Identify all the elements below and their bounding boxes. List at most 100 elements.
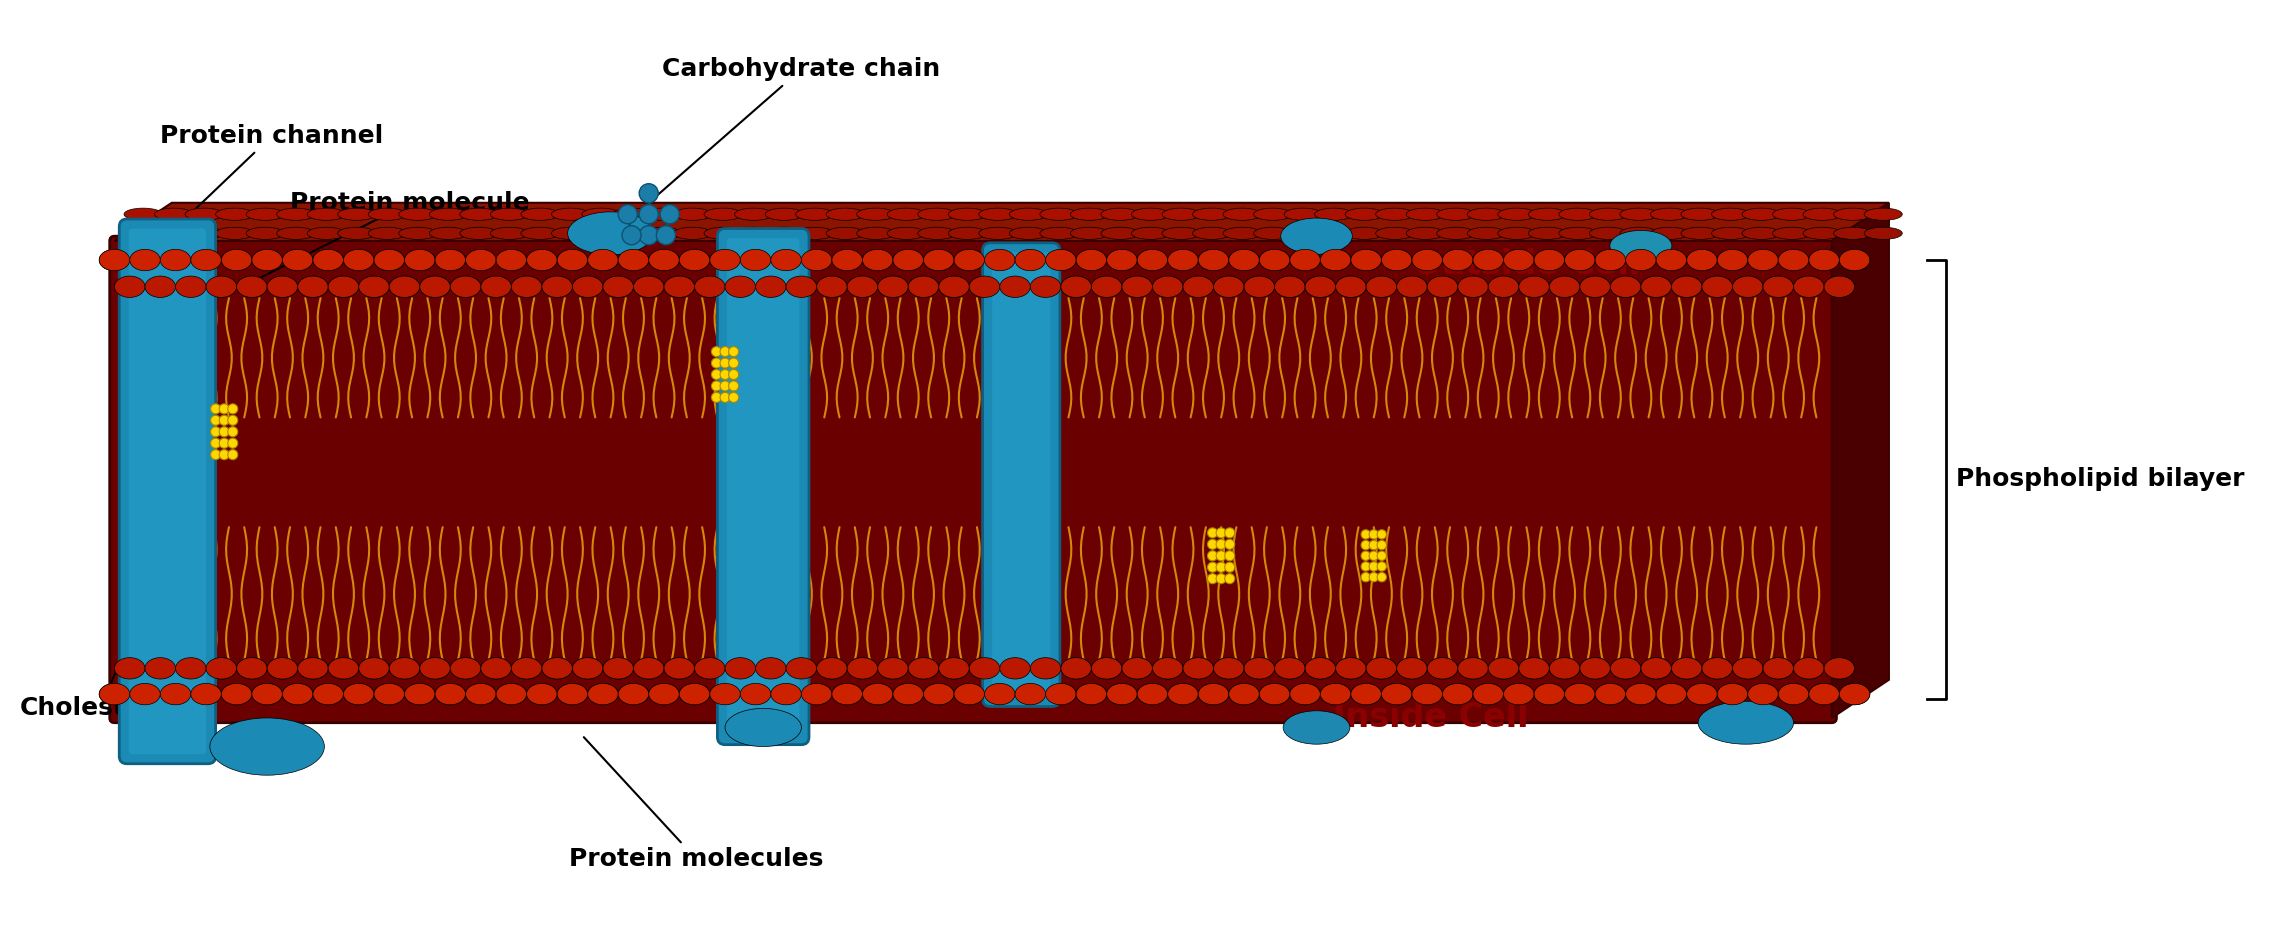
- Ellipse shape: [1467, 208, 1505, 220]
- Ellipse shape: [176, 658, 205, 679]
- Ellipse shape: [1656, 683, 1686, 705]
- Ellipse shape: [130, 249, 160, 271]
- Ellipse shape: [858, 227, 894, 240]
- Ellipse shape: [1747, 249, 1779, 271]
- Ellipse shape: [573, 276, 602, 298]
- Ellipse shape: [588, 683, 618, 705]
- Ellipse shape: [1672, 658, 1702, 679]
- Ellipse shape: [1321, 683, 1350, 705]
- Circle shape: [1369, 530, 1378, 539]
- Ellipse shape: [267, 276, 297, 298]
- Ellipse shape: [461, 208, 497, 220]
- Ellipse shape: [1337, 276, 1366, 298]
- Ellipse shape: [1168, 683, 1198, 705]
- Ellipse shape: [1581, 276, 1610, 298]
- Ellipse shape: [1718, 683, 1747, 705]
- Ellipse shape: [1640, 658, 1672, 679]
- Ellipse shape: [1702, 276, 1734, 298]
- Ellipse shape: [436, 683, 465, 705]
- Ellipse shape: [953, 249, 985, 271]
- Ellipse shape: [969, 658, 999, 679]
- Circle shape: [228, 403, 237, 414]
- Ellipse shape: [1549, 658, 1581, 679]
- Ellipse shape: [1305, 276, 1337, 298]
- Ellipse shape: [1594, 249, 1626, 271]
- Ellipse shape: [846, 276, 878, 298]
- Ellipse shape: [527, 249, 557, 271]
- Ellipse shape: [217, 208, 253, 220]
- Ellipse shape: [1779, 249, 1809, 271]
- Ellipse shape: [1519, 276, 1549, 298]
- Ellipse shape: [648, 249, 680, 271]
- Ellipse shape: [634, 658, 664, 679]
- Ellipse shape: [1090, 276, 1122, 298]
- Ellipse shape: [614, 227, 650, 240]
- Ellipse shape: [1243, 658, 1275, 679]
- Circle shape: [623, 226, 641, 245]
- Circle shape: [639, 205, 659, 224]
- Ellipse shape: [155, 208, 192, 220]
- Ellipse shape: [755, 658, 787, 679]
- Ellipse shape: [1458, 276, 1487, 298]
- Ellipse shape: [1763, 658, 1793, 679]
- Circle shape: [618, 205, 636, 224]
- Ellipse shape: [1168, 249, 1198, 271]
- Circle shape: [1216, 563, 1227, 572]
- Ellipse shape: [693, 658, 725, 679]
- Ellipse shape: [1864, 227, 1902, 240]
- Circle shape: [1207, 539, 1218, 549]
- Ellipse shape: [1102, 227, 1138, 240]
- Ellipse shape: [1193, 208, 1232, 220]
- Ellipse shape: [1779, 683, 1809, 705]
- Ellipse shape: [1284, 710, 1350, 744]
- Ellipse shape: [1152, 658, 1184, 679]
- Ellipse shape: [1499, 208, 1535, 220]
- Ellipse shape: [680, 683, 709, 705]
- Ellipse shape: [796, 208, 835, 220]
- Ellipse shape: [246, 208, 285, 220]
- Ellipse shape: [146, 658, 176, 679]
- Ellipse shape: [1131, 227, 1170, 240]
- Ellipse shape: [1045, 249, 1077, 271]
- Ellipse shape: [1284, 227, 1323, 240]
- Circle shape: [712, 381, 721, 391]
- Circle shape: [1216, 550, 1227, 561]
- Text: Protein molecule: Protein molecule: [242, 191, 529, 287]
- Ellipse shape: [1412, 249, 1442, 271]
- Ellipse shape: [1375, 227, 1414, 240]
- Circle shape: [712, 370, 721, 379]
- Ellipse shape: [420, 658, 449, 679]
- Ellipse shape: [328, 276, 358, 298]
- Ellipse shape: [1213, 276, 1243, 298]
- Ellipse shape: [1779, 249, 1809, 271]
- Ellipse shape: [1122, 658, 1152, 679]
- Ellipse shape: [573, 658, 602, 679]
- Ellipse shape: [404, 683, 436, 705]
- Ellipse shape: [1437, 208, 1476, 220]
- Ellipse shape: [1620, 227, 1658, 240]
- Ellipse shape: [817, 658, 846, 679]
- Ellipse shape: [985, 249, 1015, 271]
- Ellipse shape: [495, 683, 527, 705]
- Circle shape: [219, 427, 228, 437]
- Ellipse shape: [267, 276, 297, 298]
- Ellipse shape: [755, 276, 787, 298]
- Circle shape: [1225, 550, 1234, 561]
- Circle shape: [1225, 528, 1234, 538]
- Ellipse shape: [801, 683, 833, 705]
- Ellipse shape: [297, 276, 328, 298]
- Ellipse shape: [1834, 208, 1873, 220]
- Ellipse shape: [465, 683, 495, 705]
- Ellipse shape: [312, 683, 344, 705]
- Ellipse shape: [1467, 227, 1505, 240]
- FancyBboxPatch shape: [128, 228, 205, 754]
- Ellipse shape: [543, 658, 573, 679]
- Ellipse shape: [801, 249, 833, 271]
- Ellipse shape: [1090, 276, 1122, 298]
- Polygon shape: [114, 203, 1889, 241]
- Ellipse shape: [1382, 683, 1412, 705]
- Ellipse shape: [217, 227, 253, 240]
- Ellipse shape: [1412, 249, 1442, 271]
- Circle shape: [721, 392, 730, 402]
- Ellipse shape: [969, 276, 999, 298]
